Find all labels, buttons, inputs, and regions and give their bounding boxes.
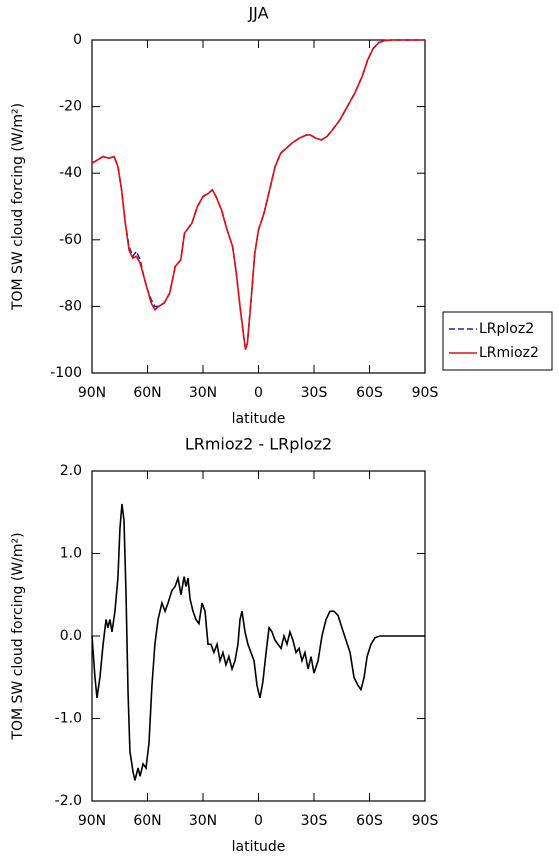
x-tick-label: 30S [301, 813, 328, 829]
x-tick-label: 30S [301, 385, 328, 401]
y-axis-label: TOM SW cloud forcing (W/m²) [10, 103, 26, 311]
data-line [91, 39, 425, 350]
chart-title: JJA [247, 4, 268, 23]
legend-box [442, 311, 553, 371]
y-tick-label: -2.0 [55, 793, 82, 809]
y-tick-label: -40 [59, 165, 82, 181]
x-tick-label: 60N [133, 385, 161, 401]
x-tick-label: 90N [78, 385, 106, 401]
x-tick-label: 0 [254, 385, 263, 401]
x-tick-label: 60S [356, 813, 383, 829]
x-tick-label: 30N [189, 385, 217, 401]
y-tick-label: -1.0 [55, 711, 82, 727]
y-tick-label: 0 [73, 32, 82, 48]
x-tick-label: 30N [189, 813, 217, 829]
x-tick-label: 90N [78, 813, 106, 829]
data-line [91, 39, 425, 350]
x-tick-label: 90S [412, 385, 439, 401]
y-axis-label: TOM SW cloud forcing (W/m²) [10, 532, 26, 740]
y-tick-label: -20 [59, 99, 82, 115]
x-tick-label: 60N [133, 813, 161, 829]
x-tick-label: 0 [254, 813, 263, 829]
x-axis-label: latitude [232, 839, 286, 855]
y-tick-label: -60 [59, 232, 82, 248]
y-tick-label: -80 [59, 298, 82, 314]
plot-frame [91, 470, 426, 802]
data-line [91, 503, 425, 781]
x-tick-label: 60S [356, 385, 383, 401]
y-tick-label: 1.0 [60, 546, 82, 562]
y-tick-label: 0.0 [60, 628, 82, 644]
legend-label: LRploz2 [479, 321, 534, 337]
plot-frame [91, 39, 426, 374]
x-tick-label: 90S [412, 813, 439, 829]
x-axis-label: latitude [232, 411, 286, 427]
legend-label: LRmioz2 [479, 345, 539, 361]
y-tick-label: -100 [50, 365, 82, 381]
y-tick-label: 2.0 [60, 463, 82, 479]
chart-title: LRmioz2 - LRploz2 [185, 435, 332, 454]
